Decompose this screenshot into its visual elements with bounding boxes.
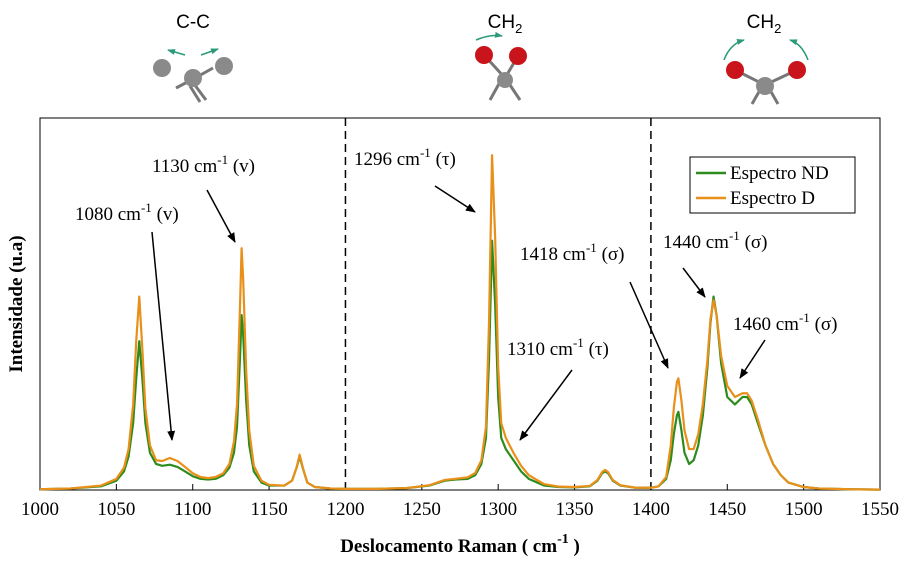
annotation-mode: (τ) [584, 339, 609, 360]
icon-ch2-twist [475, 31, 527, 101]
annotation-sup: -1 [586, 240, 597, 255]
annotation-text: 1418 cm [520, 244, 586, 265]
x-tick-label: 1350 [556, 499, 594, 520]
annotation: 1130 cm-1 (v) [152, 152, 255, 177]
icon-label: CH2 [747, 12, 782, 36]
annotation-text: 1460 cm [733, 314, 799, 335]
annotation: 1418 cm-1 (σ) [520, 240, 624, 265]
icon-label-text: C-C [176, 12, 210, 33]
annotation-sup: -1 [729, 228, 740, 243]
icon-label-text: CH [488, 12, 515, 33]
x-tick-label: 1500 [785, 499, 823, 520]
x-tick-label: 1300 [479, 499, 517, 520]
annotation-mode: (σ) [810, 314, 838, 335]
icon-ch2-scissor [723, 39, 809, 105]
x-tick-label: 1150 [250, 499, 287, 520]
annotation-text: 1296 cm [354, 149, 420, 170]
annotation-mode: (v) [228, 156, 255, 177]
x-tick-label: 1250 [403, 499, 441, 520]
x-tick-label: 1100 [174, 499, 211, 520]
annotation-arrow [206, 189, 236, 243]
x-axis-label-text: Deslocamento Raman ( cm [340, 536, 557, 557]
y-axis-label: Intensidade (u.a) [6, 235, 27, 372]
icon-label: C-C [176, 12, 210, 33]
icon-label-sub: 2 [515, 21, 522, 36]
series-line [39, 154, 881, 491]
x-axis-label: Deslocamento Raman ( cm-1 ) [340, 532, 580, 557]
annotation-arrow [434, 185, 476, 213]
annotation-arrow [739, 339, 766, 379]
x-axis-label-sup: -1 [557, 532, 569, 547]
annotation-sup: -1 [420, 145, 431, 160]
annotation-text: 1440 cm [663, 232, 729, 253]
annotation-sup: -1 [573, 335, 584, 350]
x-axis-label-tail: ) [569, 536, 580, 557]
x-tick-label: 1200 [326, 499, 364, 520]
icon-label-text: CH [747, 12, 774, 33]
annotation-text: 1130 cm [152, 156, 217, 177]
icon-cc [153, 48, 233, 103]
annotation-mode: (τ) [431, 149, 456, 170]
x-tick-label: 1000 [21, 499, 59, 520]
legend-label: Espectro ND [730, 163, 829, 184]
icon-label-sub: 2 [774, 21, 781, 36]
annotation-arrow [629, 281, 669, 369]
annotation-arrow [519, 369, 573, 441]
annotation-sup: -1 [799, 310, 810, 325]
annotation: 1310 cm-1 (τ) [507, 335, 609, 360]
plot-frame [39, 117, 881, 491]
annotation: 1296 cm-1 (τ) [354, 145, 456, 170]
x-tick-label: 1400 [632, 499, 670, 520]
x-tick-label: 1450 [708, 499, 746, 520]
legend-label: Espectro D [730, 188, 815, 209]
annotation: 1440 cm-1 (σ) [663, 228, 767, 253]
annotation-mode: (σ) [597, 244, 625, 265]
annotation-mode: (σ) [740, 232, 768, 253]
annotation: 1080 cm-1 (v) [75, 200, 179, 225]
annotation-text: 1310 cm [507, 339, 573, 360]
annotation-arrow [151, 231, 176, 441]
annotation-mode: (v) [152, 204, 179, 225]
x-tick-label: 1050 [97, 499, 135, 520]
annotation-sup: -1 [141, 200, 152, 215]
annotation-arrow [682, 267, 706, 298]
annotation-sup: -1 [217, 152, 228, 167]
annotation-text: 1080 cm [75, 204, 141, 225]
annotation: 1460 cm-1 (σ) [733, 310, 837, 335]
x-tick-label: 1550 [861, 499, 899, 520]
series-line [39, 239, 881, 491]
icon-label: CH2 [488, 12, 523, 36]
legend-box [689, 156, 856, 214]
